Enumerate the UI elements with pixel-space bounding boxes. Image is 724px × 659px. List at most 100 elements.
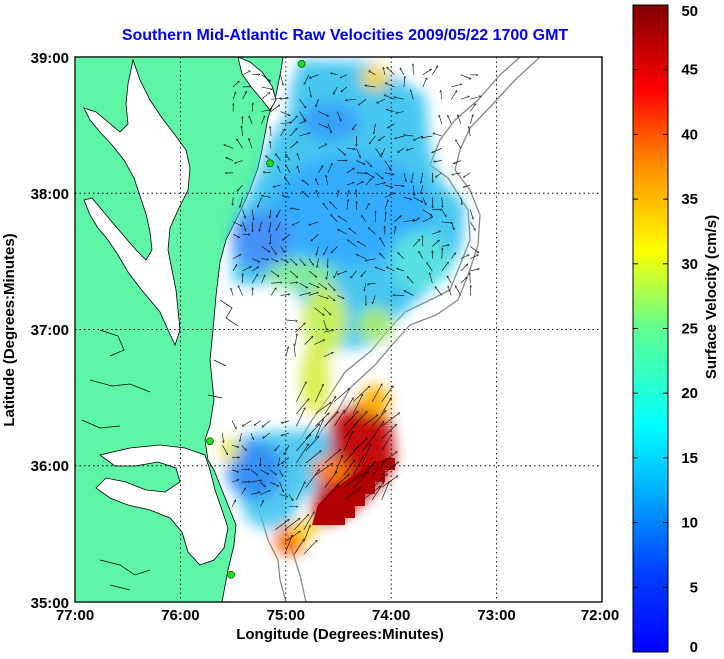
current-vector [231,500,236,507]
current-vector [293,539,304,555]
current-vector [314,340,324,345]
current-vector [270,126,271,137]
current-vector [286,154,291,161]
current-vector [394,226,395,235]
current-vector [441,221,453,223]
current-vector [337,295,344,298]
current-vector [279,494,287,496]
current-vector [270,258,278,262]
current-vector [259,221,262,231]
current-vector [296,482,305,500]
current-vector [372,410,386,427]
x-tick-label: 73:00 [477,607,515,624]
current-vector [285,319,298,321]
current-vector [280,246,285,252]
current-vector [377,98,386,103]
current-vector [385,83,395,88]
current-vector [386,267,395,272]
current-vector [381,413,400,427]
current-vector [432,240,439,247]
current-vector [232,221,242,226]
current-vector [441,245,450,247]
current-vector [460,277,467,284]
current-vector [337,148,345,155]
current-vector [280,129,285,137]
current-vector [352,456,363,476]
current-vector [318,144,326,149]
current-vector [251,274,258,284]
current-vector [249,138,253,149]
current-vector [261,246,270,252]
current-vector [242,234,250,235]
current-vector [271,282,282,283]
current-vector [385,212,386,222]
current-vector [261,74,271,81]
current-vector [232,92,236,100]
current-vector [435,287,443,296]
colorbar [632,4,669,653]
current-vector [361,270,367,277]
current-vector [280,122,292,125]
current-vector [263,172,272,173]
current-vector [451,84,462,88]
current-vector [260,481,266,487]
current-vector [290,208,300,210]
current-vector [365,172,374,178]
y-axis: 35:00 36:00 37:00 38:00 39:00 [31,50,69,612]
current-vector [347,240,357,247]
current-vector [308,270,317,277]
current-vector [232,264,237,272]
current-vector [315,413,329,427]
current-vector [400,68,405,75]
current-vector [381,386,394,402]
current-vector [242,209,246,219]
current-vector [296,444,308,464]
current-vector [250,432,253,440]
current-vector [337,270,348,275]
current-vector [469,126,471,137]
current-vector [395,135,404,139]
current-vector [242,91,247,100]
current-vector [314,307,324,316]
colorbar-ticks: 0 5 10 15 20 25 30 35 40 45 50 [633,3,698,656]
current-vector [362,415,378,427]
current-vector [470,255,478,259]
current-vector [362,215,367,223]
current-vector [323,330,334,333]
current-vector [427,262,433,272]
x-tick-label: 74:00 [372,607,410,624]
current-vector [345,99,357,100]
velocity-field [220,60,465,555]
y-tick-label: 37:00 [31,322,69,339]
current-vector [251,267,259,272]
current-vector [327,282,335,290]
current-vector [334,388,349,402]
current-vector [411,90,414,100]
current-vector [278,457,279,466]
current-vector [282,196,291,198]
current-vector [284,177,291,186]
current-vector [299,121,307,125]
current-vector [365,160,372,167]
x-tick-label: 77:00 [56,607,94,624]
current-vector [242,266,252,272]
current-vector [316,246,319,255]
current-vector [384,184,393,187]
current-vector [299,111,306,121]
current-vector [289,282,298,283]
current-vector [232,81,239,88]
current-vector [308,292,318,296]
current-vector [353,386,369,402]
colorbar-tick-label: 30 [681,256,698,273]
current-vector [305,451,321,464]
current-vector [343,474,362,488]
current-vector [250,480,262,483]
current-vector [422,78,427,88]
current-vector [270,141,271,149]
current-vector [270,105,280,112]
current-vector [460,197,462,205]
current-vector [279,481,283,492]
current-vector [241,126,243,137]
current-vector [270,234,272,244]
current-vector [331,246,338,253]
